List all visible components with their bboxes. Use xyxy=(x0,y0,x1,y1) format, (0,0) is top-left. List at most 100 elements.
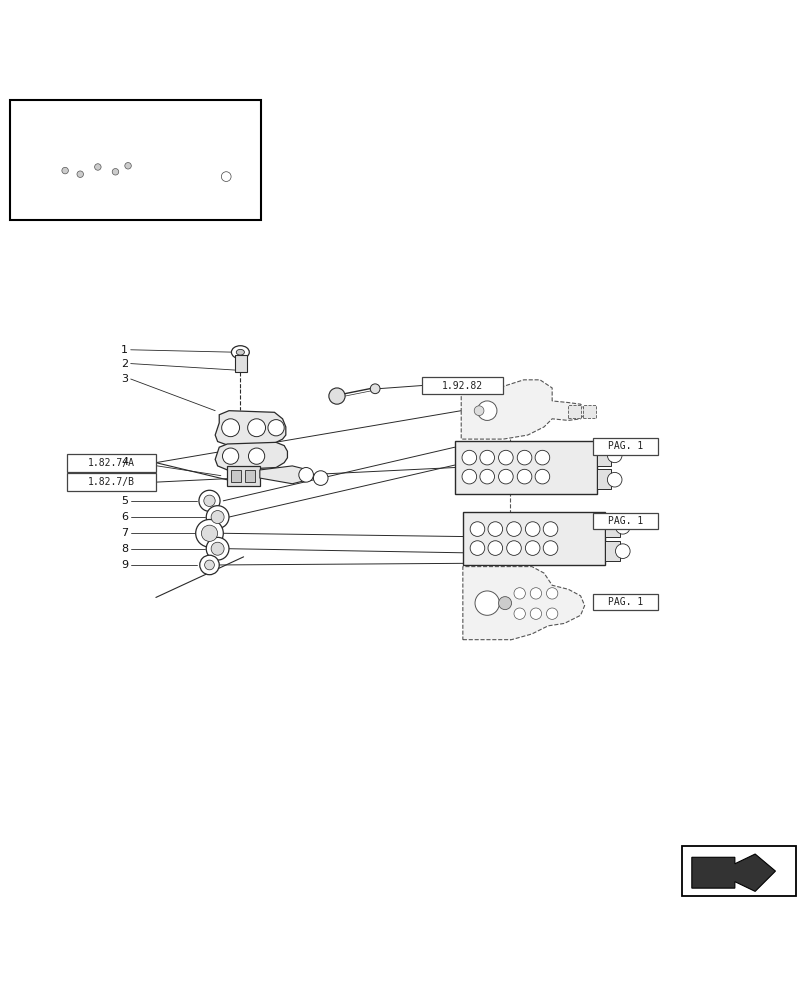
Circle shape xyxy=(615,544,629,558)
Circle shape xyxy=(474,406,483,416)
Bar xyxy=(462,512,604,565)
Bar xyxy=(596,446,611,466)
Text: 8: 8 xyxy=(121,544,128,554)
Text: 3: 3 xyxy=(121,374,128,384)
Polygon shape xyxy=(23,178,156,205)
Text: 1.82.7/B: 1.82.7/B xyxy=(88,477,135,487)
Circle shape xyxy=(94,164,101,170)
Circle shape xyxy=(517,469,531,484)
Circle shape xyxy=(77,171,84,177)
Bar xyxy=(681,846,795,896)
Circle shape xyxy=(479,469,494,484)
Bar xyxy=(454,441,596,494)
Circle shape xyxy=(313,471,328,485)
Circle shape xyxy=(543,522,557,536)
Circle shape xyxy=(470,522,484,536)
Circle shape xyxy=(477,401,496,420)
Bar xyxy=(67,473,156,491)
Ellipse shape xyxy=(231,346,249,359)
Circle shape xyxy=(517,450,531,465)
Text: 6: 6 xyxy=(121,512,128,522)
Circle shape xyxy=(461,450,476,465)
Polygon shape xyxy=(65,130,115,162)
Bar xyxy=(592,594,657,610)
Circle shape xyxy=(513,608,525,619)
Circle shape xyxy=(206,537,229,560)
Circle shape xyxy=(506,541,521,555)
Circle shape xyxy=(607,448,621,463)
Bar xyxy=(67,454,156,472)
Bar xyxy=(231,470,241,482)
Bar xyxy=(604,541,619,561)
Circle shape xyxy=(479,450,494,465)
Bar xyxy=(568,405,581,418)
Circle shape xyxy=(200,555,219,575)
Text: 1: 1 xyxy=(121,345,128,355)
Circle shape xyxy=(211,511,224,524)
Polygon shape xyxy=(215,411,285,446)
Circle shape xyxy=(530,588,541,599)
Polygon shape xyxy=(215,442,287,470)
Polygon shape xyxy=(65,118,145,130)
Text: 2: 2 xyxy=(121,359,128,369)
Bar xyxy=(604,517,619,537)
Text: 4: 4 xyxy=(121,457,128,467)
Circle shape xyxy=(201,525,217,541)
Circle shape xyxy=(607,472,621,487)
Text: 5: 5 xyxy=(121,496,128,506)
Text: 1.82.7/A: 1.82.7/A xyxy=(88,458,135,468)
Circle shape xyxy=(546,608,557,619)
Circle shape xyxy=(525,522,539,536)
Polygon shape xyxy=(23,162,186,178)
Circle shape xyxy=(470,541,484,555)
Bar xyxy=(592,438,657,455)
Polygon shape xyxy=(461,380,586,439)
Circle shape xyxy=(546,588,557,599)
Circle shape xyxy=(487,541,502,555)
Circle shape xyxy=(525,541,539,555)
Polygon shape xyxy=(10,168,23,205)
Text: 9: 9 xyxy=(121,560,128,570)
Polygon shape xyxy=(186,169,236,184)
Circle shape xyxy=(268,420,284,436)
Circle shape xyxy=(195,519,223,547)
Polygon shape xyxy=(156,162,186,205)
Circle shape xyxy=(204,560,214,570)
Polygon shape xyxy=(115,118,145,162)
Circle shape xyxy=(248,448,264,464)
Circle shape xyxy=(615,519,629,534)
Text: 7: 7 xyxy=(121,528,128,538)
Text: PAG. 1: PAG. 1 xyxy=(607,516,642,526)
Circle shape xyxy=(534,450,549,465)
Polygon shape xyxy=(462,567,584,640)
Circle shape xyxy=(221,172,231,181)
Circle shape xyxy=(474,591,499,615)
Circle shape xyxy=(498,597,511,610)
Bar xyxy=(592,513,657,529)
Bar xyxy=(422,377,503,394)
Circle shape xyxy=(206,506,229,528)
Circle shape xyxy=(247,419,265,437)
Circle shape xyxy=(461,469,476,484)
Circle shape xyxy=(204,495,215,506)
Polygon shape xyxy=(23,205,156,213)
Ellipse shape xyxy=(236,349,244,355)
Circle shape xyxy=(211,542,224,555)
Circle shape xyxy=(199,490,220,511)
Circle shape xyxy=(298,468,313,482)
Polygon shape xyxy=(691,854,775,891)
Circle shape xyxy=(498,450,513,465)
Circle shape xyxy=(62,167,68,174)
Polygon shape xyxy=(260,466,308,484)
Bar xyxy=(245,470,255,482)
Text: PAG. 1: PAG. 1 xyxy=(607,441,642,451)
Circle shape xyxy=(112,169,118,175)
Bar xyxy=(10,100,261,220)
Bar xyxy=(596,469,611,489)
Circle shape xyxy=(543,541,557,555)
Bar xyxy=(582,405,595,418)
Circle shape xyxy=(221,419,239,437)
Bar xyxy=(227,466,260,486)
Circle shape xyxy=(222,448,238,464)
Text: PAG. 1: PAG. 1 xyxy=(607,597,642,607)
